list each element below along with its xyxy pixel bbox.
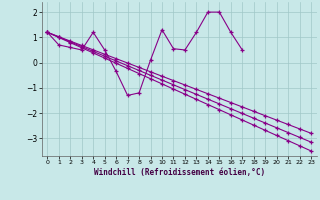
X-axis label: Windchill (Refroidissement éolien,°C): Windchill (Refroidissement éolien,°C) xyxy=(94,168,265,177)
